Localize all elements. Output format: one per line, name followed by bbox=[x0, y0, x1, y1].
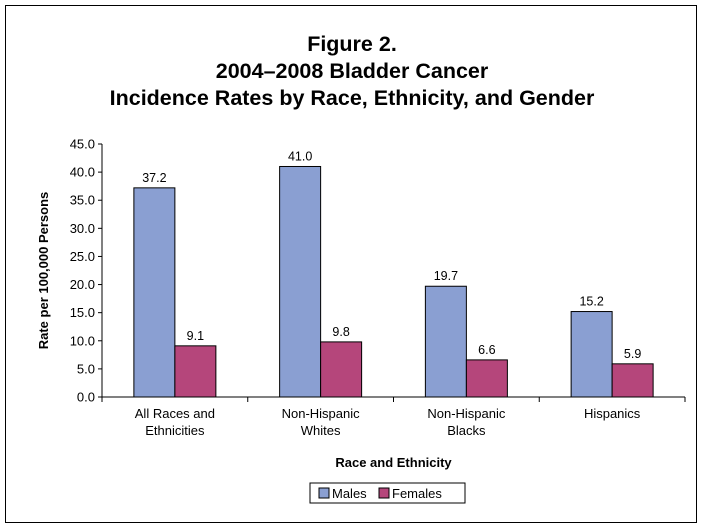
legend-swatch-males bbox=[318, 487, 330, 499]
y-tick-label: 20.0 bbox=[70, 277, 95, 292]
y-tick-label: 15.0 bbox=[70, 305, 95, 320]
y-tick-label: 0.0 bbox=[77, 390, 95, 405]
data-label-males-0: 37.2 bbox=[142, 171, 166, 185]
legend-label-males: Males bbox=[332, 486, 367, 501]
legend-label-females: Females bbox=[392, 486, 442, 501]
bar-females-1 bbox=[320, 341, 363, 398]
x-category-label: Hispanics bbox=[584, 406, 641, 421]
bar-females-3 bbox=[611, 363, 654, 398]
bar-females-0 bbox=[174, 345, 217, 398]
data-label-males-1: 41.0 bbox=[288, 149, 312, 163]
data-label-males-3: 15.2 bbox=[579, 295, 603, 309]
x-category-label: Non-Hispanic bbox=[427, 406, 506, 421]
data-label-females-2: 6.6 bbox=[478, 343, 495, 357]
y-axis-title: Rate per 100,000 Persons bbox=[36, 192, 51, 350]
data-label-females-3: 5.9 bbox=[624, 347, 641, 361]
y-tick-label: 10.0 bbox=[70, 333, 95, 348]
chart-title: Figure 2. 2004–2008 Bladder Cancer Incid… bbox=[0, 31, 704, 112]
title-line-2: 2004–2008 Bladder Cancer bbox=[215, 59, 489, 83]
bar-males-0 bbox=[133, 187, 176, 398]
bar-males-1 bbox=[279, 165, 322, 398]
y-tick-label: 30.0 bbox=[70, 221, 95, 236]
legend-swatch-females bbox=[378, 487, 390, 499]
title-line-1: Figure 2. bbox=[307, 32, 397, 56]
data-label-males-2: 19.7 bbox=[434, 269, 458, 283]
x-category-label: Non-Hispanic bbox=[282, 406, 361, 421]
x-category-label: Ethnicities bbox=[145, 423, 205, 438]
bar-males-2 bbox=[424, 285, 467, 398]
title-line-3: Incidence Rates by Race, Ethnicity, and … bbox=[109, 86, 595, 110]
chart-frame bbox=[5, 5, 697, 523]
y-tick-label: 25.0 bbox=[70, 249, 95, 264]
data-label-females-0: 9.1 bbox=[187, 329, 204, 343]
data-label-females-1: 9.8 bbox=[332, 325, 349, 339]
x-category-label: All Races and bbox=[135, 406, 215, 421]
bar-males-3 bbox=[570, 311, 613, 398]
x-axis-title: Race and Ethnicity bbox=[335, 455, 452, 470]
y-tick-label: 5.0 bbox=[77, 361, 95, 376]
y-tick-label: 40.0 bbox=[70, 165, 95, 180]
x-category-label: Whites bbox=[301, 423, 341, 438]
y-tick-label: 35.0 bbox=[70, 193, 95, 208]
bar-females-2 bbox=[465, 359, 508, 398]
y-tick-label: 45.0 bbox=[70, 137, 95, 152]
x-category-label: Blacks bbox=[447, 423, 486, 438]
